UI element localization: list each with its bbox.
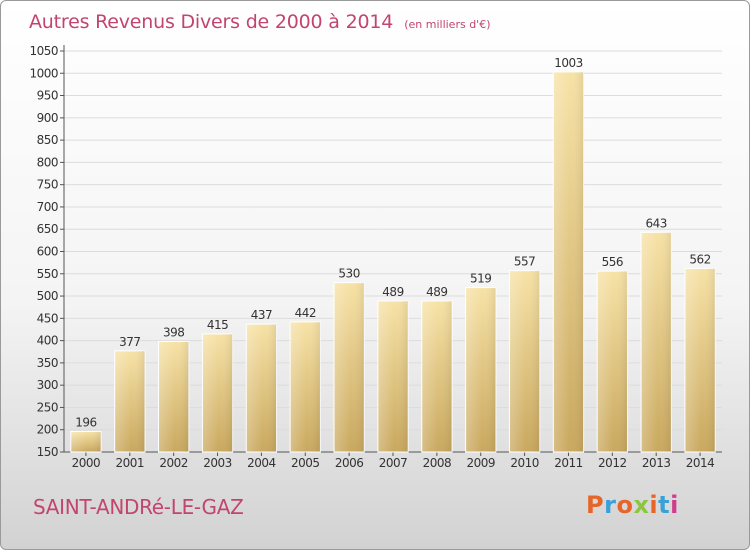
x-tick-label: 2002: [159, 456, 188, 470]
x-tick-label: 2008: [423, 456, 452, 470]
x-tick-label: 2013: [642, 456, 671, 470]
data-label: 643: [645, 216, 666, 230]
logo-letter: t: [658, 491, 671, 519]
data-label: 530: [338, 267, 359, 281]
y-tick-label: 550: [37, 267, 58, 281]
x-tick-label: 2012: [598, 456, 627, 470]
y-tick-label: 200: [37, 423, 58, 437]
logo-letter: i: [670, 491, 679, 519]
bar-shade: [158, 341, 189, 452]
y-tick-label: 250: [37, 400, 58, 414]
bar-shade: [421, 300, 453, 452]
x-tick-label: 2003: [203, 456, 232, 470]
logo-letter: o: [616, 491, 634, 519]
bars: [70, 71, 716, 453]
y-tick-label: 150: [37, 445, 58, 459]
data-label: 415: [207, 318, 228, 332]
data-label: 489: [382, 285, 403, 299]
logo-letter: x: [633, 491, 650, 519]
y-tick-label: 850: [37, 133, 58, 147]
bar-shade: [377, 300, 409, 452]
y-tick-label: 750: [37, 178, 58, 192]
y-tick-label: 900: [37, 111, 58, 125]
data-label: 489: [426, 285, 447, 299]
town-name: SAINT-ANDRé-LE-GAZ: [33, 495, 244, 519]
y-tick-label: 950: [37, 89, 58, 103]
title-row: Autres Revenus Divers de 2000 à 2014 (en…: [29, 11, 491, 33]
bar-shade: [684, 268, 716, 452]
bar-shade: [553, 71, 584, 453]
bar-shade: [333, 282, 365, 452]
data-label: 398: [163, 326, 184, 340]
bar-shade: [246, 324, 277, 452]
y-tick-label: 300: [37, 378, 58, 392]
data-label: 377: [119, 335, 140, 349]
data-label: 442: [295, 306, 316, 320]
proxiti-logo: Proxiti: [586, 491, 679, 519]
x-tick-label: 2007: [379, 456, 408, 470]
x-tick-label: 2011: [554, 456, 583, 470]
y-tick-label: 1050: [29, 44, 58, 58]
x-tick-label: 2004: [247, 456, 276, 470]
x-tick-label: 2000: [72, 456, 101, 470]
data-label: 557: [514, 255, 535, 269]
data-label: 1003: [554, 56, 583, 70]
y-tick-label: 650: [37, 222, 58, 236]
logo-letter: i: [649, 491, 659, 519]
y-tick-label: 800: [37, 155, 58, 169]
bar-shade: [290, 321, 321, 452]
bar-shade: [597, 271, 628, 452]
x-tick-labels: 2000 2001 2002 2003 2004 2005 2006 2007 2008 2009…: [72, 456, 715, 470]
y-tick-label: 1000: [29, 66, 58, 80]
bar-shade: [509, 270, 540, 452]
y-tick-label: 600: [37, 245, 58, 259]
chart-subtitle: (en milliers d'€): [404, 18, 491, 31]
data-label: 437: [251, 308, 272, 322]
bar-shade: [465, 287, 496, 452]
x-tick-label: 2001: [116, 456, 145, 470]
bar-shade: [202, 333, 233, 452]
bar-shade: [114, 350, 145, 452]
bar-shade: [641, 232, 672, 452]
data-label: 556: [602, 255, 623, 269]
data-label: 519: [470, 272, 491, 286]
x-tick-label: 2005: [291, 456, 320, 470]
chart-title: Autres Revenus Divers de 2000 à 2014: [29, 11, 394, 33]
bar-shade: [70, 431, 102, 452]
data-label: 196: [75, 416, 96, 430]
value-labels: 196 377 398 415 437 442 530 489 489 519 557 1003 556…: [75, 56, 711, 430]
logo-letter: P: [586, 491, 605, 519]
x-tick-label: 2006: [335, 456, 364, 470]
y-tick-label: 700: [37, 200, 58, 214]
y-tick-label: 400: [37, 334, 58, 348]
y-tick-label: 450: [37, 311, 58, 325]
x-tick-label: 2010: [510, 456, 539, 470]
data-label: 562: [689, 252, 710, 266]
x-tick-label: 2009: [466, 456, 495, 470]
logo-letter: r: [604, 491, 617, 519]
x-tick-label: 2014: [686, 456, 715, 470]
y-tick-label: 350: [37, 356, 58, 370]
y-tick-labels: 150 200 250 300 350 400 450 500 550 600 650 700 750 8…: [29, 44, 58, 459]
y-tick-label: 500: [37, 289, 58, 303]
